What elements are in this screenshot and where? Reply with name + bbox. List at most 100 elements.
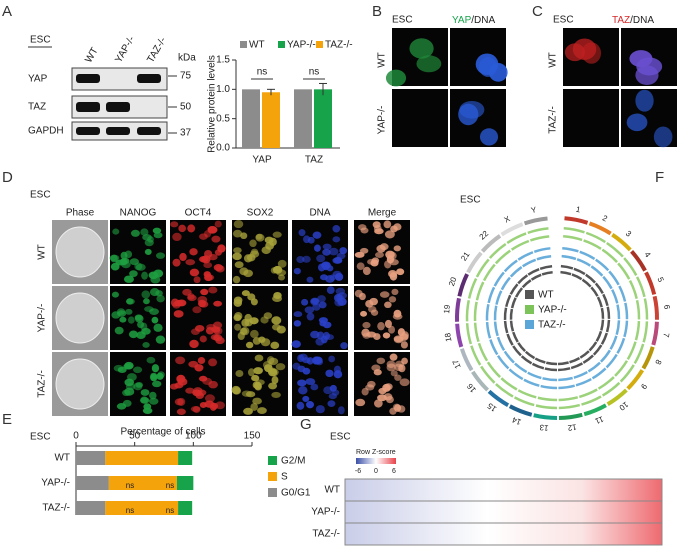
track bbox=[493, 321, 499, 337]
track bbox=[558, 376, 573, 382]
track bbox=[536, 255, 552, 261]
track bbox=[527, 267, 540, 276]
nucleus bbox=[293, 320, 302, 327]
nucleus bbox=[135, 381, 143, 388]
band bbox=[106, 127, 130, 135]
nucleus bbox=[272, 295, 283, 302]
nucleus bbox=[271, 316, 282, 325]
track bbox=[561, 254, 577, 261]
label: ESC bbox=[30, 432, 51, 443]
nucleus bbox=[303, 235, 311, 244]
nucleus bbox=[111, 291, 119, 298]
marker: 75 bbox=[180, 71, 192, 82]
nucleus bbox=[293, 267, 301, 275]
nucleus bbox=[241, 290, 250, 297]
band bbox=[76, 74, 100, 83]
row-label: TAZ bbox=[28, 102, 46, 113]
nucleus bbox=[355, 398, 366, 407]
nucleus bbox=[211, 235, 221, 243]
track bbox=[524, 350, 536, 360]
nucleus bbox=[316, 254, 326, 263]
chromosome-label: 15 bbox=[485, 401, 498, 414]
nucleus bbox=[260, 316, 269, 324]
nucleus bbox=[361, 328, 370, 337]
lane-label: TAZ-/- bbox=[145, 35, 168, 64]
nucleus bbox=[119, 258, 128, 266]
lane-label: YAP-/- bbox=[113, 34, 137, 64]
track bbox=[530, 273, 542, 281]
nucleus bbox=[360, 227, 369, 234]
legend-label: WT bbox=[538, 290, 554, 301]
track bbox=[585, 273, 596, 284]
nucleus bbox=[141, 271, 148, 280]
track bbox=[512, 345, 522, 357]
title: TAZ/DNA bbox=[612, 15, 654, 26]
nucleus bbox=[233, 299, 243, 307]
chromosome-label: 5 bbox=[655, 276, 665, 284]
band bbox=[76, 127, 100, 135]
track bbox=[579, 250, 596, 260]
nucleus bbox=[325, 369, 334, 378]
track bbox=[558, 384, 576, 390]
track bbox=[510, 297, 517, 309]
chromosome bbox=[644, 271, 657, 295]
nucleus bbox=[268, 368, 278, 377]
micrograph bbox=[563, 89, 619, 147]
chromosome-label: 7 bbox=[661, 332, 671, 338]
nucleus bbox=[252, 381, 260, 389]
panel-letter: D bbox=[2, 169, 13, 186]
nucleus bbox=[198, 375, 208, 382]
nucleus bbox=[335, 287, 346, 295]
bar-segment bbox=[105, 451, 179, 465]
row-label: WT bbox=[548, 52, 559, 68]
bar-segment bbox=[178, 501, 193, 515]
nucleus bbox=[150, 373, 158, 382]
chromosome bbox=[487, 389, 510, 407]
nucleus bbox=[142, 341, 150, 348]
nucleus bbox=[155, 335, 166, 344]
nucleus bbox=[360, 310, 368, 317]
nucleus bbox=[232, 275, 241, 284]
track bbox=[608, 270, 620, 286]
nucleus bbox=[301, 298, 309, 306]
band bbox=[137, 127, 161, 135]
track bbox=[575, 377, 592, 387]
track bbox=[517, 251, 534, 261]
nucleus bbox=[197, 296, 208, 304]
nucleus bbox=[211, 402, 219, 410]
nucleus bbox=[178, 224, 187, 233]
nucleus bbox=[340, 342, 348, 350]
nucleus bbox=[149, 288, 160, 297]
colony bbox=[55, 226, 105, 278]
chromosome-label: 14 bbox=[510, 415, 522, 427]
nucleus bbox=[122, 399, 132, 407]
nucleus bbox=[177, 378, 188, 386]
track bbox=[513, 396, 535, 407]
scale-title: Row Z-score bbox=[356, 449, 396, 456]
track bbox=[587, 361, 601, 373]
track bbox=[541, 270, 553, 276]
track bbox=[571, 273, 583, 281]
band bbox=[76, 102, 100, 112]
track bbox=[531, 362, 545, 370]
nucleus bbox=[149, 391, 157, 400]
track bbox=[563, 234, 583, 242]
nucleus bbox=[389, 258, 399, 266]
lane-label: WT bbox=[83, 46, 100, 65]
track bbox=[482, 263, 496, 282]
annotation: ns bbox=[166, 481, 174, 490]
track bbox=[605, 319, 611, 333]
chromosome-label: 9 bbox=[639, 382, 649, 391]
legend-swatch bbox=[268, 488, 277, 497]
bar-segment bbox=[105, 501, 179, 515]
nucleus bbox=[278, 274, 285, 281]
track bbox=[533, 247, 551, 253]
band bbox=[137, 74, 161, 83]
nucleus bbox=[389, 272, 398, 281]
chromosome bbox=[588, 221, 612, 236]
column-label: NANOG bbox=[120, 208, 157, 219]
nucleus bbox=[564, 43, 585, 62]
track bbox=[475, 281, 485, 301]
nucleus bbox=[386, 360, 396, 369]
nucleus bbox=[394, 374, 402, 381]
